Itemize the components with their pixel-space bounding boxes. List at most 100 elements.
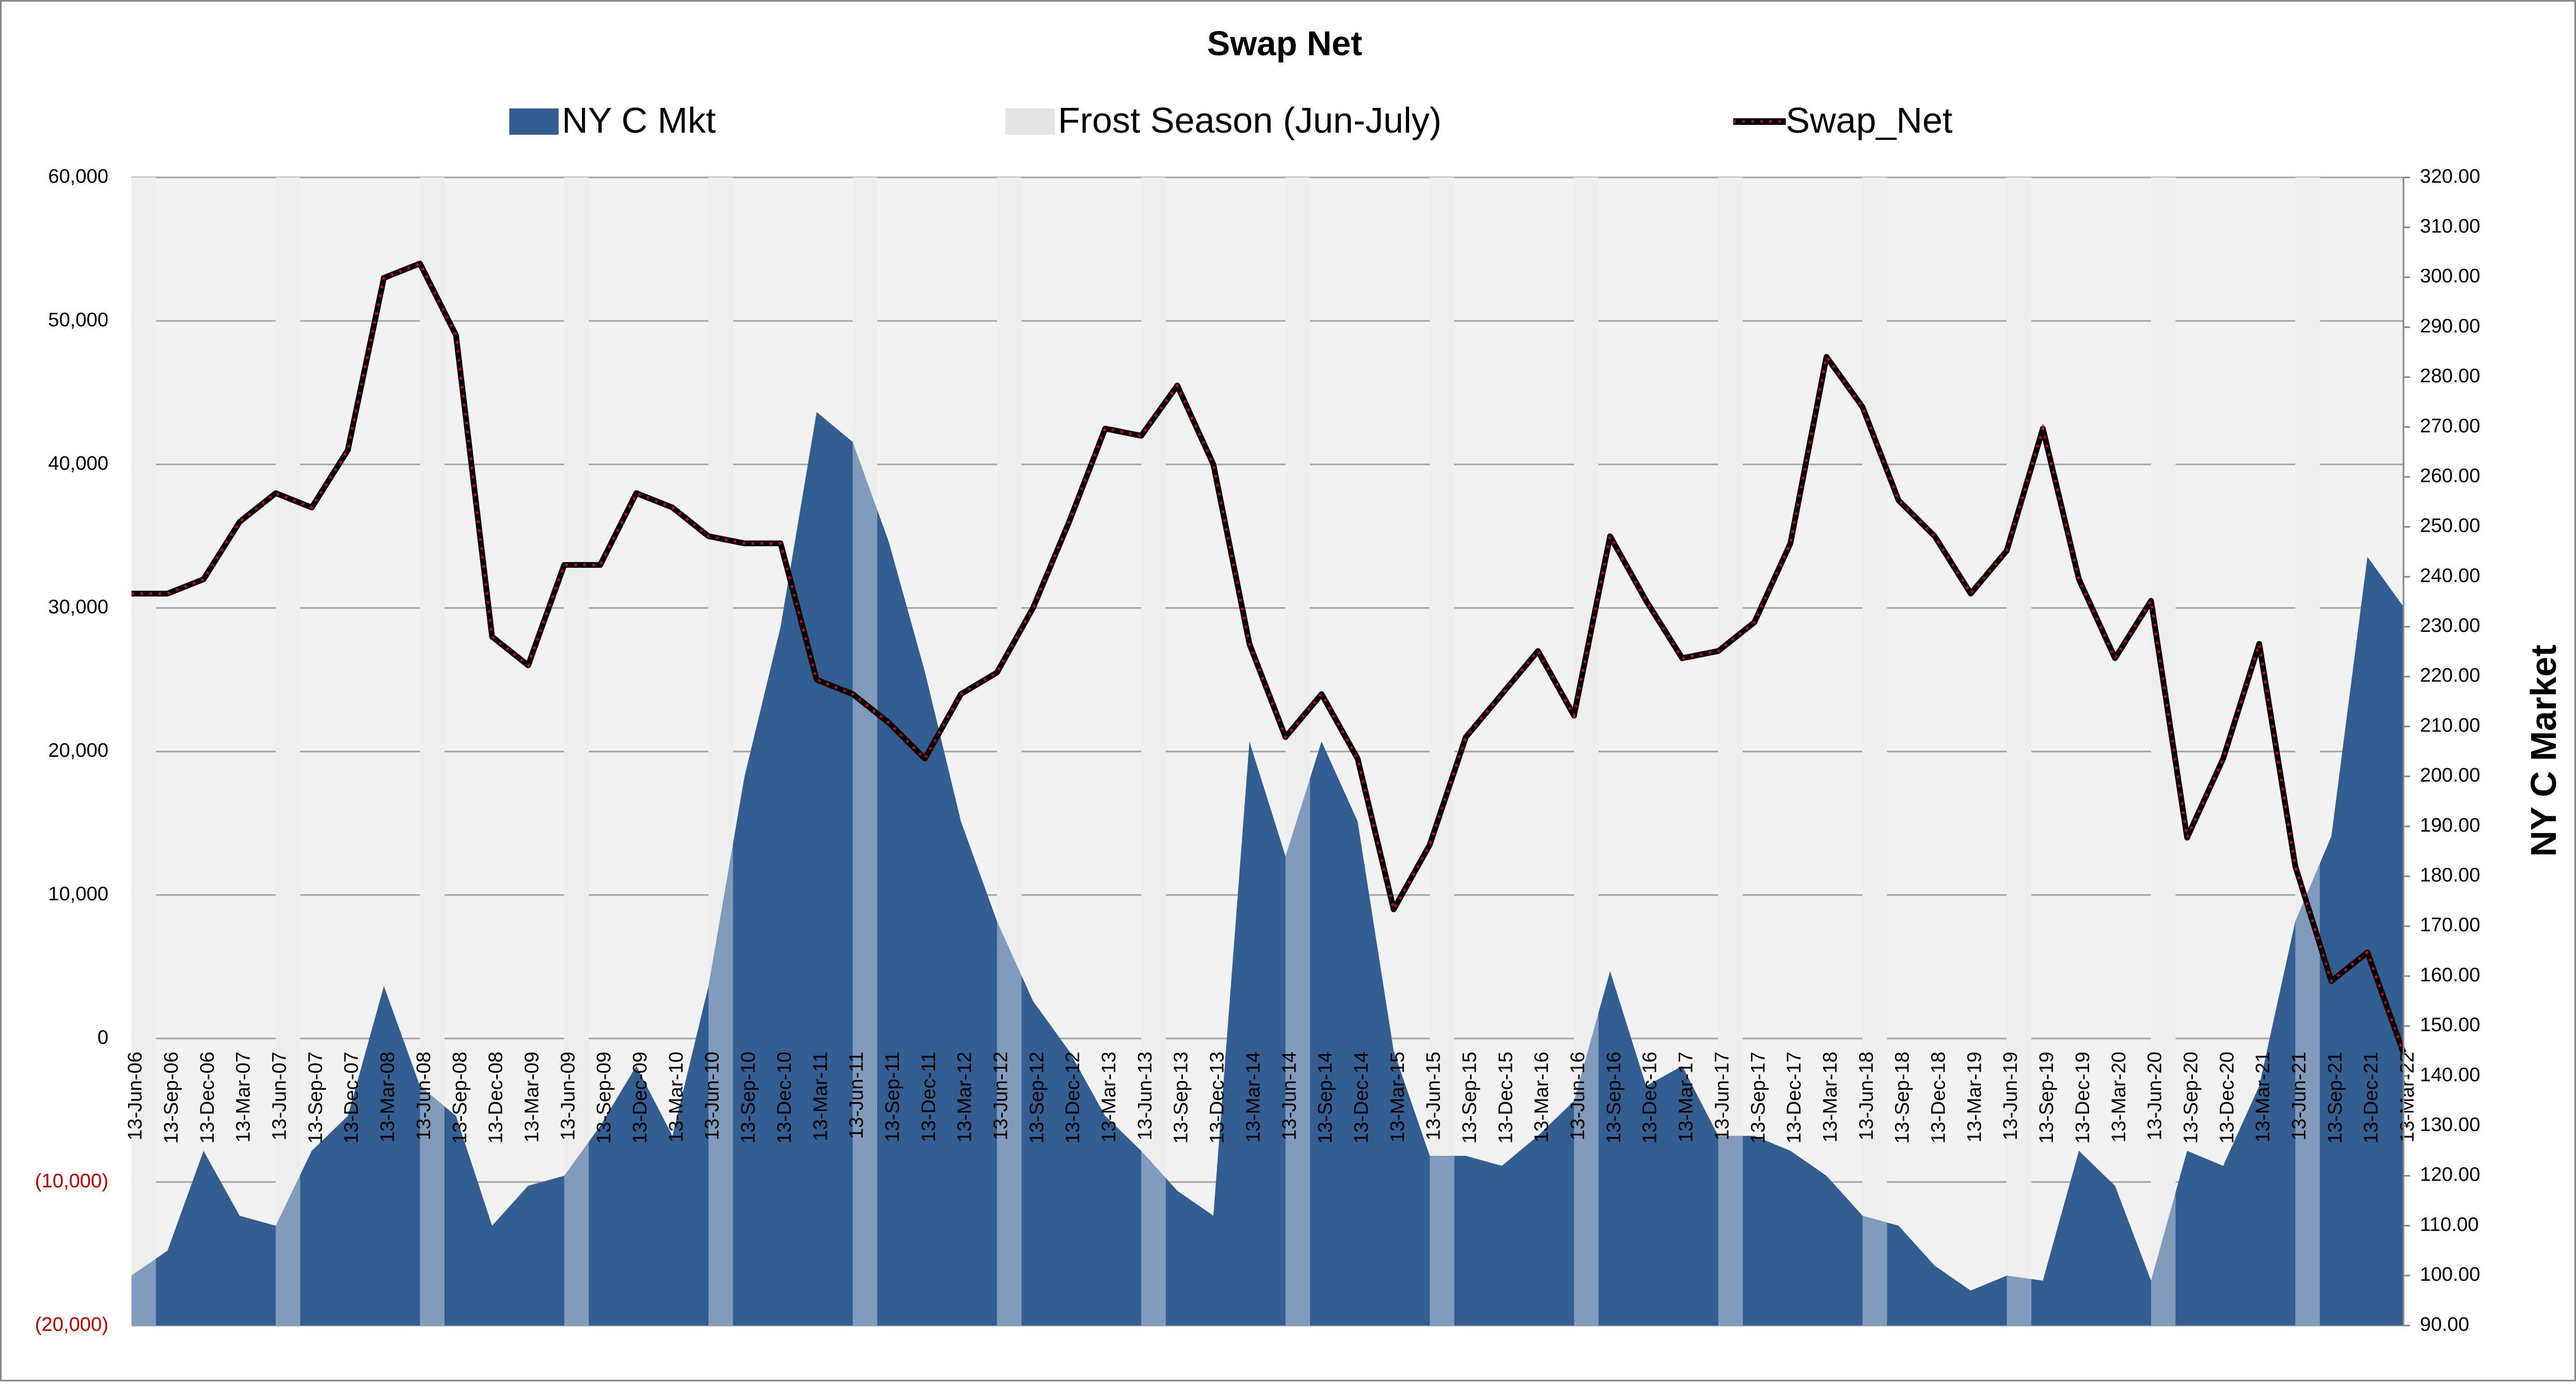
y2-tick-label: 280.00	[2420, 365, 2480, 387]
x-tick-label: 13-Mar-14	[1242, 1052, 1264, 1142]
x-tick-label: 13-Jun-20	[2144, 1052, 2166, 1140]
x-tick-label: 13-Sep-10	[737, 1052, 760, 1143]
x-tick-label: 13-Sep-16	[1603, 1052, 1625, 1143]
y2-tick-label: 120.00	[2420, 1164, 2480, 1186]
frost-overlay	[275, 177, 301, 1326]
x-tick-label: 13-Jun-07	[268, 1052, 291, 1140]
y2-tick-label: 220.00	[2420, 664, 2480, 687]
x-tick-label: 13-Jun-10	[701, 1052, 723, 1140]
x-tick-label: 13-Mar-22	[2396, 1052, 2419, 1142]
x-tick-label: 13-Dec-16	[1639, 1052, 1661, 1143]
frost-overlay	[1718, 177, 1743, 1326]
frost-overlay	[1430, 177, 1455, 1326]
y2-tick-label: 300.00	[2420, 265, 2480, 287]
frost-band	[275, 177, 301, 1326]
legend-swatch	[1005, 108, 1055, 135]
x-tick-label: 13-Mar-09	[520, 1052, 543, 1142]
x-tick-label: 13-Sep-17	[1747, 1052, 1769, 1143]
frost-band	[1718, 177, 1743, 1326]
x-tick-label: 13-Dec-17	[1783, 1052, 1805, 1143]
legend-swatch	[509, 108, 559, 135]
y-tick-label: (10,000)	[35, 1170, 108, 1192]
x-tick-label: 13-Mar-15	[1386, 1052, 1409, 1142]
x-tick-label: 13-Jun-08	[413, 1052, 435, 1140]
y2-tick-label: 270.00	[2420, 415, 2480, 437]
x-tick-label: 13-Dec-20	[2216, 1052, 2238, 1143]
y2-tick-label: 180.00	[2420, 864, 2480, 886]
frost-overlay	[2006, 177, 2032, 1326]
y2-tick-label: 150.00	[2420, 1014, 2480, 1036]
legend-label: NY C Mkt	[562, 100, 716, 140]
y2-tick-label: 210.00	[2420, 714, 2480, 736]
frost-overlay	[2295, 177, 2320, 1326]
y2-tick-label: 190.00	[2420, 814, 2480, 836]
x-tick-label: 13-Mar-21	[2252, 1052, 2274, 1142]
chart-title: Swap Net	[1207, 25, 1363, 63]
frost-overlay	[1285, 177, 1310, 1326]
x-tick-label: 13-Sep-08	[449, 1052, 471, 1143]
x-tick-label: 13-Sep-14	[1314, 1052, 1336, 1143]
y2-tick-label: 320.00	[2420, 165, 2480, 187]
frost-overlay	[131, 177, 156, 1326]
y2-tick-label: 110.00	[2420, 1213, 2479, 1235]
legend-label: Frost Season (Jun-July)	[1058, 100, 1442, 140]
y2-tick-label: 90.00	[2420, 1313, 2470, 1335]
x-tick-label: 13-Jun-21	[2288, 1052, 2310, 1140]
y-tick-label: (20,000)	[35, 1313, 108, 1335]
x-tick-label: 13-Jun-06	[124, 1052, 146, 1140]
x-tick-label: 13-Mar-17	[1675, 1052, 1697, 1142]
x-tick-label: 13-Mar-08	[376, 1052, 399, 1142]
x-tick-label: 13-Sep-06	[160, 1052, 182, 1143]
x-tick-label: 13-Sep-13	[1170, 1052, 1192, 1143]
frost-overlay	[564, 177, 589, 1326]
x-tick-label: 13-Mar-18	[1819, 1052, 1841, 1142]
frost-overlay	[708, 177, 733, 1326]
frost-band	[1430, 177, 1455, 1326]
x-tick-label: 13-Dec-15	[1494, 1052, 1516, 1143]
x-tick-label: 13-Mar-19	[1963, 1052, 1985, 1142]
y2-tick-label: 250.00	[2420, 515, 2480, 537]
area	[131, 412, 2404, 1326]
x-tick-label: 13-Sep-09	[593, 1052, 615, 1143]
frost-overlay	[1574, 177, 1599, 1326]
x-tick-label: 13-Jun-14	[1278, 1052, 1300, 1140]
y-tick-label: 60,000	[48, 165, 108, 187]
x-tick-label: 13-Sep-21	[2324, 1052, 2346, 1143]
x-tick-label: 13-Sep-15	[1459, 1052, 1481, 1143]
y2-axis-label: NY C Market	[2523, 645, 2564, 857]
x-tick-label: 13-Dec-13	[1206, 1052, 1228, 1143]
frost-band	[1141, 177, 1166, 1326]
x-tick-label: 13-Sep-20	[2179, 1052, 2202, 1143]
y2-tick-label: 160.00	[2420, 964, 2480, 986]
y2-tick-label: 290.00	[2420, 315, 2480, 337]
y-tick-label: 10,000	[48, 883, 108, 905]
y-tick-label: 30,000	[48, 596, 108, 618]
x-tick-label: 13-Dec-10	[773, 1052, 795, 1143]
x-tick-label: 13-Mar-12	[954, 1052, 976, 1142]
y2-tick-label: 260.00	[2420, 465, 2480, 487]
x-tick-label: 13-Jun-11	[845, 1052, 867, 1139]
y2-tick-label: 240.00	[2420, 564, 2480, 586]
x-tick-label: 13-Dec-11	[918, 1052, 940, 1142]
x-tick-label: 13-Sep-11	[881, 1052, 904, 1142]
x-tick-label: 13-Mar-13	[1098, 1052, 1120, 1142]
x-tick-label: 13-Jun-12	[989, 1052, 1012, 1140]
y2-tick-label: 170.00	[2420, 914, 2480, 936]
frost-overlay	[997, 177, 1022, 1326]
x-tick-label: 13-Sep-18	[1891, 1052, 1914, 1143]
x-tick-label: 13-Dec-09	[629, 1052, 651, 1143]
y2-tick-label: 140.00	[2420, 1063, 2480, 1086]
x-tick-label: 13-Jun-19	[1999, 1052, 2021, 1140]
line-dots	[131, 262, 2405, 1054]
x-tick-label: 13-Jun-16	[1567, 1052, 1589, 1140]
x-tick-label: 13-Dec-19	[2072, 1052, 2094, 1143]
legend-label: Swap_Net	[1786, 100, 1953, 140]
x-tick-label: 13-Sep-07	[304, 1052, 326, 1143]
y-tick-label: 0	[98, 1026, 108, 1048]
frost-band	[564, 177, 589, 1326]
y2-tick-label: 230.00	[2420, 614, 2480, 637]
x-tick-label: 13-Jun-15	[1423, 1052, 1445, 1140]
frost-overlay	[852, 177, 877, 1326]
y2-tick-label: 100.00	[2420, 1263, 2480, 1285]
